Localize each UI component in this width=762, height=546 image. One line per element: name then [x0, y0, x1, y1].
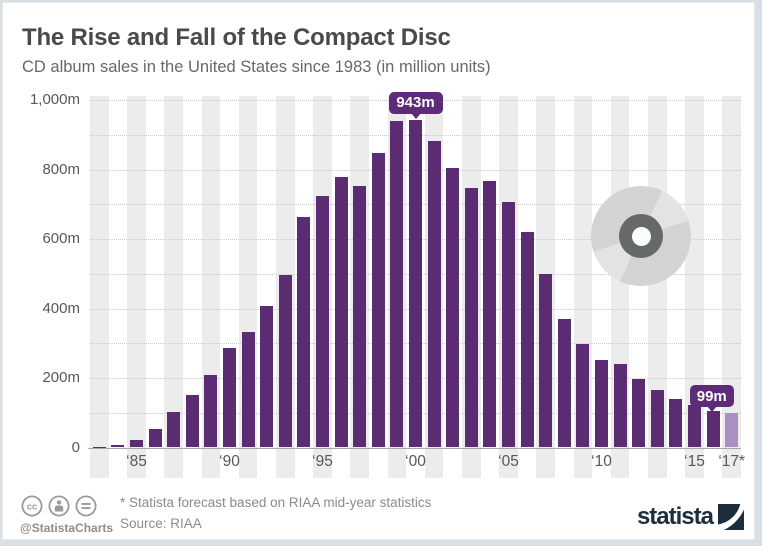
bar	[111, 445, 125, 448]
cc-icon: cc	[21, 495, 43, 517]
statista-mark-icon	[718, 504, 744, 530]
bar	[371, 153, 385, 448]
page-title: The Rise and Fall of the Compact Disc	[22, 24, 451, 51]
y-axis-label: 800m	[42, 160, 80, 178]
x-axis-label: ‘17*	[718, 453, 746, 470]
bar	[632, 378, 646, 448]
bar	[223, 347, 236, 448]
bar	[613, 363, 627, 448]
bar	[464, 188, 478, 448]
y-axis-label: 400m	[42, 299, 80, 317]
y-axis-label: 1,000m	[29, 91, 80, 108]
bar	[130, 439, 143, 448]
bar	[595, 359, 608, 448]
bar	[167, 412, 181, 448]
x-axis-label: ‘95	[312, 453, 333, 470]
x-axis-label: ‘85	[126, 453, 147, 470]
svg-text:cc: cc	[27, 502, 38, 513]
license-icons: cc	[21, 495, 97, 517]
x-axis-label: ‘10	[591, 453, 612, 470]
bar	[650, 390, 664, 448]
x-axis-label: ‘90	[219, 453, 240, 470]
year-stripe	[90, 96, 109, 478]
bar	[688, 404, 701, 448]
x-axis-line	[88, 447, 741, 449]
value-callout: 99m	[689, 385, 734, 413]
value-callout: 943m	[388, 91, 443, 119]
bar	[427, 141, 441, 448]
bar-forecast	[725, 413, 739, 448]
bar	[278, 275, 292, 448]
callout-pointer	[410, 112, 421, 119]
bar	[204, 375, 218, 448]
bar	[483, 180, 497, 448]
bar	[502, 202, 515, 448]
bar	[241, 331, 255, 448]
bar	[669, 398, 683, 448]
statista-charts-handle: @StatistaCharts	[20, 521, 114, 535]
bar	[148, 429, 162, 448]
bar	[446, 168, 460, 448]
bar	[390, 121, 404, 448]
bar	[185, 395, 199, 448]
y-axis-label: 0	[71, 438, 80, 456]
y-axis-label: 600m	[42, 230, 80, 247]
equals-icon	[75, 495, 97, 517]
bar	[557, 319, 571, 448]
bar	[260, 305, 274, 448]
y-axis-label: 200m	[42, 369, 80, 386]
year-stripe	[127, 96, 146, 478]
disc-hole	[631, 226, 651, 246]
bar	[706, 410, 720, 448]
bar	[539, 273, 553, 448]
source-line: Source: RIAA	[120, 516, 202, 531]
bar	[334, 176, 348, 448]
year-stripe	[685, 96, 704, 478]
bar	[353, 185, 367, 448]
attribution-person-icon	[48, 495, 70, 517]
compact-disc-illustration	[591, 186, 691, 286]
bar	[316, 196, 329, 448]
callout-pointer	[706, 406, 717, 413]
statista-logo: statista	[637, 503, 744, 531]
year-stripe	[164, 96, 183, 478]
bar	[297, 217, 311, 448]
forecast-footnote: * Statista forecast based on RIAA mid-ye…	[120, 495, 432, 510]
x-axis-label: ‘05	[498, 453, 519, 470]
year-stripe	[722, 96, 741, 478]
page-subtitle: CD album sales in the United States sinc…	[22, 58, 491, 76]
statista-wordmark: statista	[636, 503, 714, 530]
x-axis-label: ‘00	[405, 453, 426, 470]
bar	[576, 344, 590, 448]
disc-hub	[619, 214, 663, 258]
bar	[409, 119, 422, 448]
bar	[520, 232, 534, 448]
x-axis-label: ‘15	[684, 453, 705, 470]
